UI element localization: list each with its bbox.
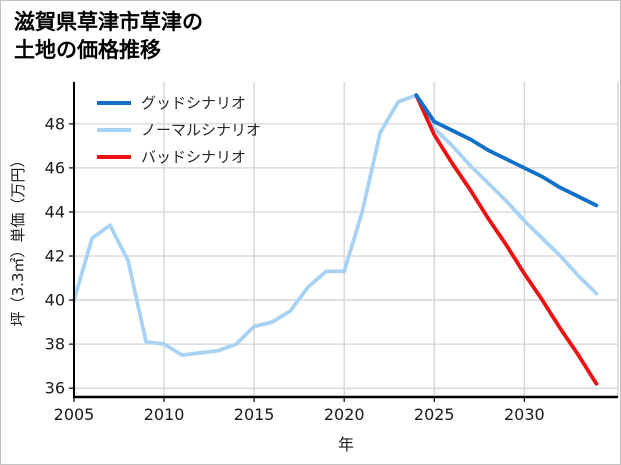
y-tick-label: 44	[45, 202, 65, 221]
x-tick-label: 2015	[234, 405, 275, 424]
chart-title: 滋賀県草津市草津の 土地の価格推移	[14, 10, 203, 62]
x-tick-label: 2025	[414, 405, 455, 424]
normal-line-swatch	[97, 127, 131, 132]
legend-item-bad: バッドシナリオ	[97, 143, 261, 170]
series-line-0	[414, 93, 599, 208]
y-axis-label: 坪（3.3㎡）単価（万円）	[9, 153, 27, 327]
series-line-2	[414, 93, 599, 386]
x-tick-label: 2010	[144, 405, 185, 424]
legend-label-good: グッドシナリオ	[141, 94, 247, 112]
bad-line-swatch	[97, 154, 131, 159]
y-tick-label: 36	[45, 379, 65, 398]
legend-item-normal: ノーマルシナリオ	[97, 116, 261, 143]
series-line-1	[72, 93, 599, 358]
y-tick-label: 40	[45, 291, 65, 310]
y-tick-label: 38	[45, 335, 65, 354]
y-tick-label: 48	[45, 114, 65, 133]
legend-label-bad: バッドシナリオ	[141, 148, 247, 166]
legend-item-good: グッドシナリオ	[97, 89, 261, 116]
x-tick-label: 2020	[324, 405, 365, 424]
x-axis-label: 年	[338, 435, 354, 454]
x-tick-label: 2030	[504, 405, 545, 424]
y-tick-label: 42	[45, 247, 65, 266]
chart-legend: グッドシナリオ ノーマルシナリオ バッドシナリオ	[97, 89, 261, 170]
x-tick-label: 2005	[54, 405, 95, 424]
legend-label-normal: ノーマルシナリオ	[141, 121, 262, 139]
good-line-swatch	[97, 100, 131, 105]
y-tick-label: 46	[45, 158, 65, 177]
